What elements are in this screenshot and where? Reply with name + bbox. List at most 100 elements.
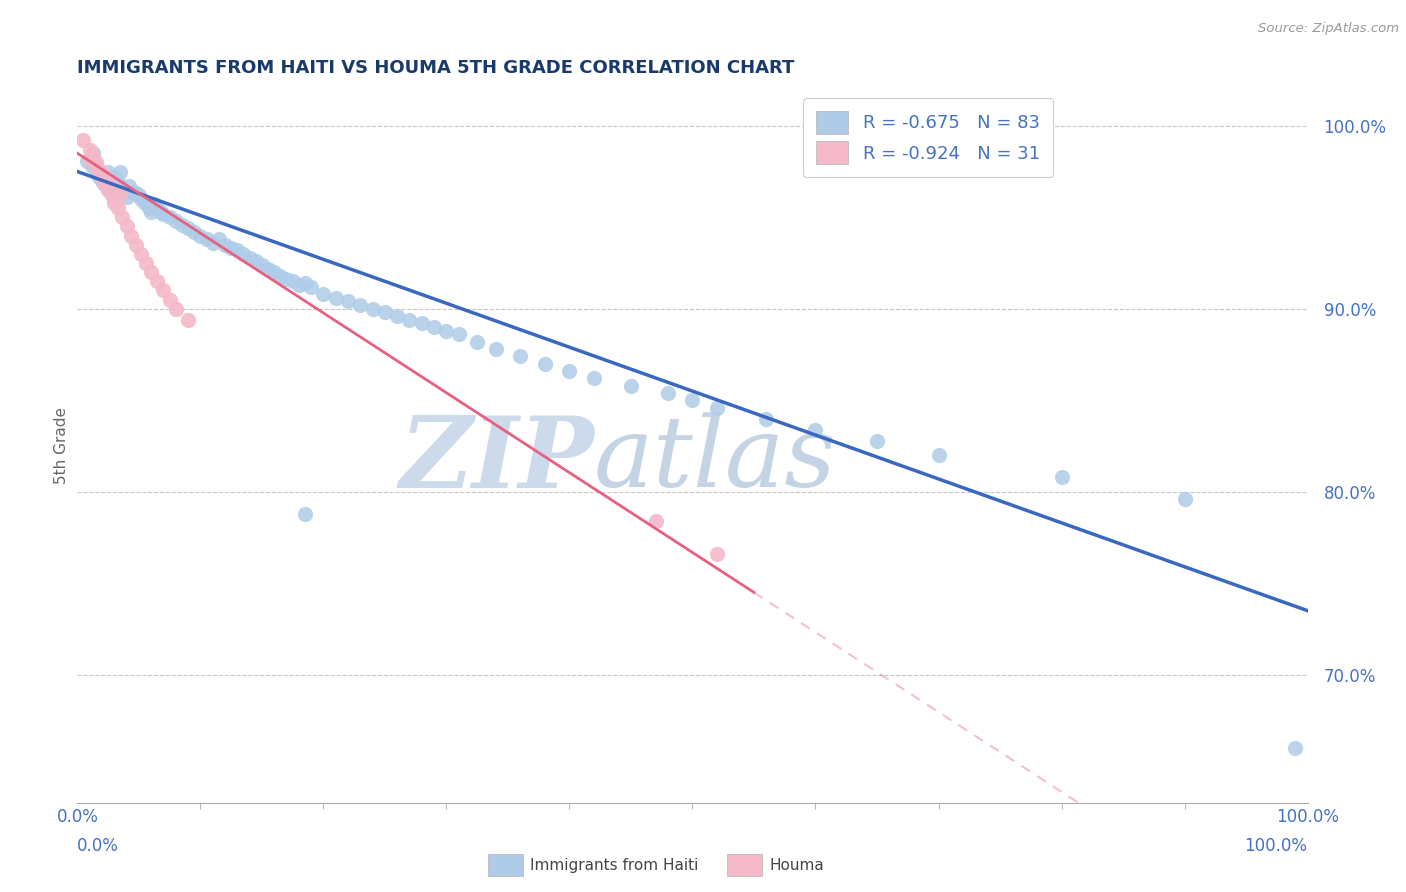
- Point: [79, 143, 101, 157]
- Point: [146, 274, 169, 288]
- Point: [112, 186, 135, 201]
- Point: [72, 133, 94, 147]
- Y-axis label: 5th Grade: 5th Grade: [53, 408, 69, 484]
- Point: [374, 305, 396, 319]
- Point: [177, 221, 200, 235]
- Point: [101, 185, 124, 199]
- Point: [312, 287, 335, 301]
- Point: [82, 148, 104, 162]
- Point: [269, 268, 291, 283]
- Point: [97, 183, 120, 197]
- Point: [135, 256, 157, 270]
- Point: [97, 181, 120, 195]
- Point: [219, 241, 242, 255]
- Point: [257, 261, 280, 276]
- Point: [170, 218, 193, 232]
- Text: Immigrants from Haiti: Immigrants from Haiti: [530, 858, 699, 872]
- Point: [706, 547, 728, 561]
- Point: [1050, 470, 1073, 484]
- Point: [82, 146, 104, 161]
- Text: Source: ZipAtlas.com: Source: ZipAtlas.com: [1258, 22, 1399, 36]
- Point: [1174, 491, 1197, 506]
- Point: [115, 190, 138, 204]
- Point: [1284, 740, 1306, 755]
- Point: [76, 153, 98, 168]
- Point: [299, 280, 322, 294]
- Point: [239, 251, 262, 265]
- Point: [657, 386, 679, 401]
- Point: [89, 169, 111, 184]
- Point: [129, 192, 153, 206]
- Point: [110, 164, 132, 178]
- Point: [118, 179, 141, 194]
- Point: [121, 228, 143, 243]
- Point: [125, 237, 148, 252]
- Point: [82, 159, 104, 173]
- Point: [509, 349, 531, 363]
- Point: [121, 185, 143, 199]
- Point: [84, 155, 107, 169]
- Point: [111, 183, 132, 197]
- Point: [361, 301, 384, 316]
- Point: [103, 181, 125, 195]
- Point: [103, 195, 125, 210]
- Point: [128, 188, 150, 202]
- Point: [288, 277, 311, 292]
- Point: [465, 334, 488, 349]
- Point: [866, 434, 889, 448]
- Point: [276, 272, 298, 286]
- Text: 0.0%: 0.0%: [77, 837, 120, 855]
- Point: [644, 514, 666, 528]
- Point: [294, 276, 316, 290]
- Point: [142, 197, 165, 211]
- Point: [534, 357, 557, 371]
- Point: [152, 284, 174, 298]
- Point: [201, 235, 224, 250]
- Point: [110, 188, 132, 202]
- Point: [125, 186, 148, 201]
- Point: [188, 228, 212, 243]
- Text: atlas: atlas: [595, 413, 837, 508]
- Point: [103, 169, 125, 184]
- Point: [928, 448, 950, 462]
- Point: [325, 291, 347, 305]
- Point: [86, 164, 108, 178]
- Text: Houma: Houma: [769, 858, 824, 872]
- Point: [804, 423, 827, 437]
- Point: [146, 201, 169, 215]
- Point: [208, 232, 231, 246]
- Point: [93, 176, 115, 190]
- Point: [165, 301, 187, 316]
- Point: [134, 195, 156, 210]
- Point: [105, 174, 128, 188]
- Point: [558, 364, 581, 378]
- Point: [214, 237, 236, 252]
- Point: [232, 247, 254, 261]
- Point: [165, 214, 187, 228]
- Point: [447, 327, 470, 342]
- Point: [141, 265, 163, 279]
- Point: [150, 204, 173, 219]
- Text: IMMIGRANTS FROM HAITI VS HOUMA 5TH GRADE CORRELATION CHART: IMMIGRANTS FROM HAITI VS HOUMA 5TH GRADE…: [77, 59, 794, 77]
- Point: [583, 371, 606, 385]
- Point: [129, 247, 153, 261]
- Point: [281, 274, 304, 288]
- Point: [706, 401, 728, 415]
- Point: [138, 201, 160, 215]
- Point: [90, 169, 114, 184]
- Point: [195, 232, 218, 246]
- Point: [90, 174, 114, 188]
- Point: [294, 507, 316, 521]
- Point: [111, 211, 132, 225]
- Point: [385, 309, 409, 323]
- Point: [263, 265, 285, 279]
- Point: [159, 211, 181, 225]
- Point: [84, 159, 107, 173]
- Point: [97, 174, 120, 188]
- Point: [107, 201, 129, 215]
- Point: [79, 152, 101, 166]
- Point: [90, 166, 114, 180]
- Point: [485, 342, 508, 356]
- Point: [89, 162, 111, 177]
- Point: [398, 312, 420, 326]
